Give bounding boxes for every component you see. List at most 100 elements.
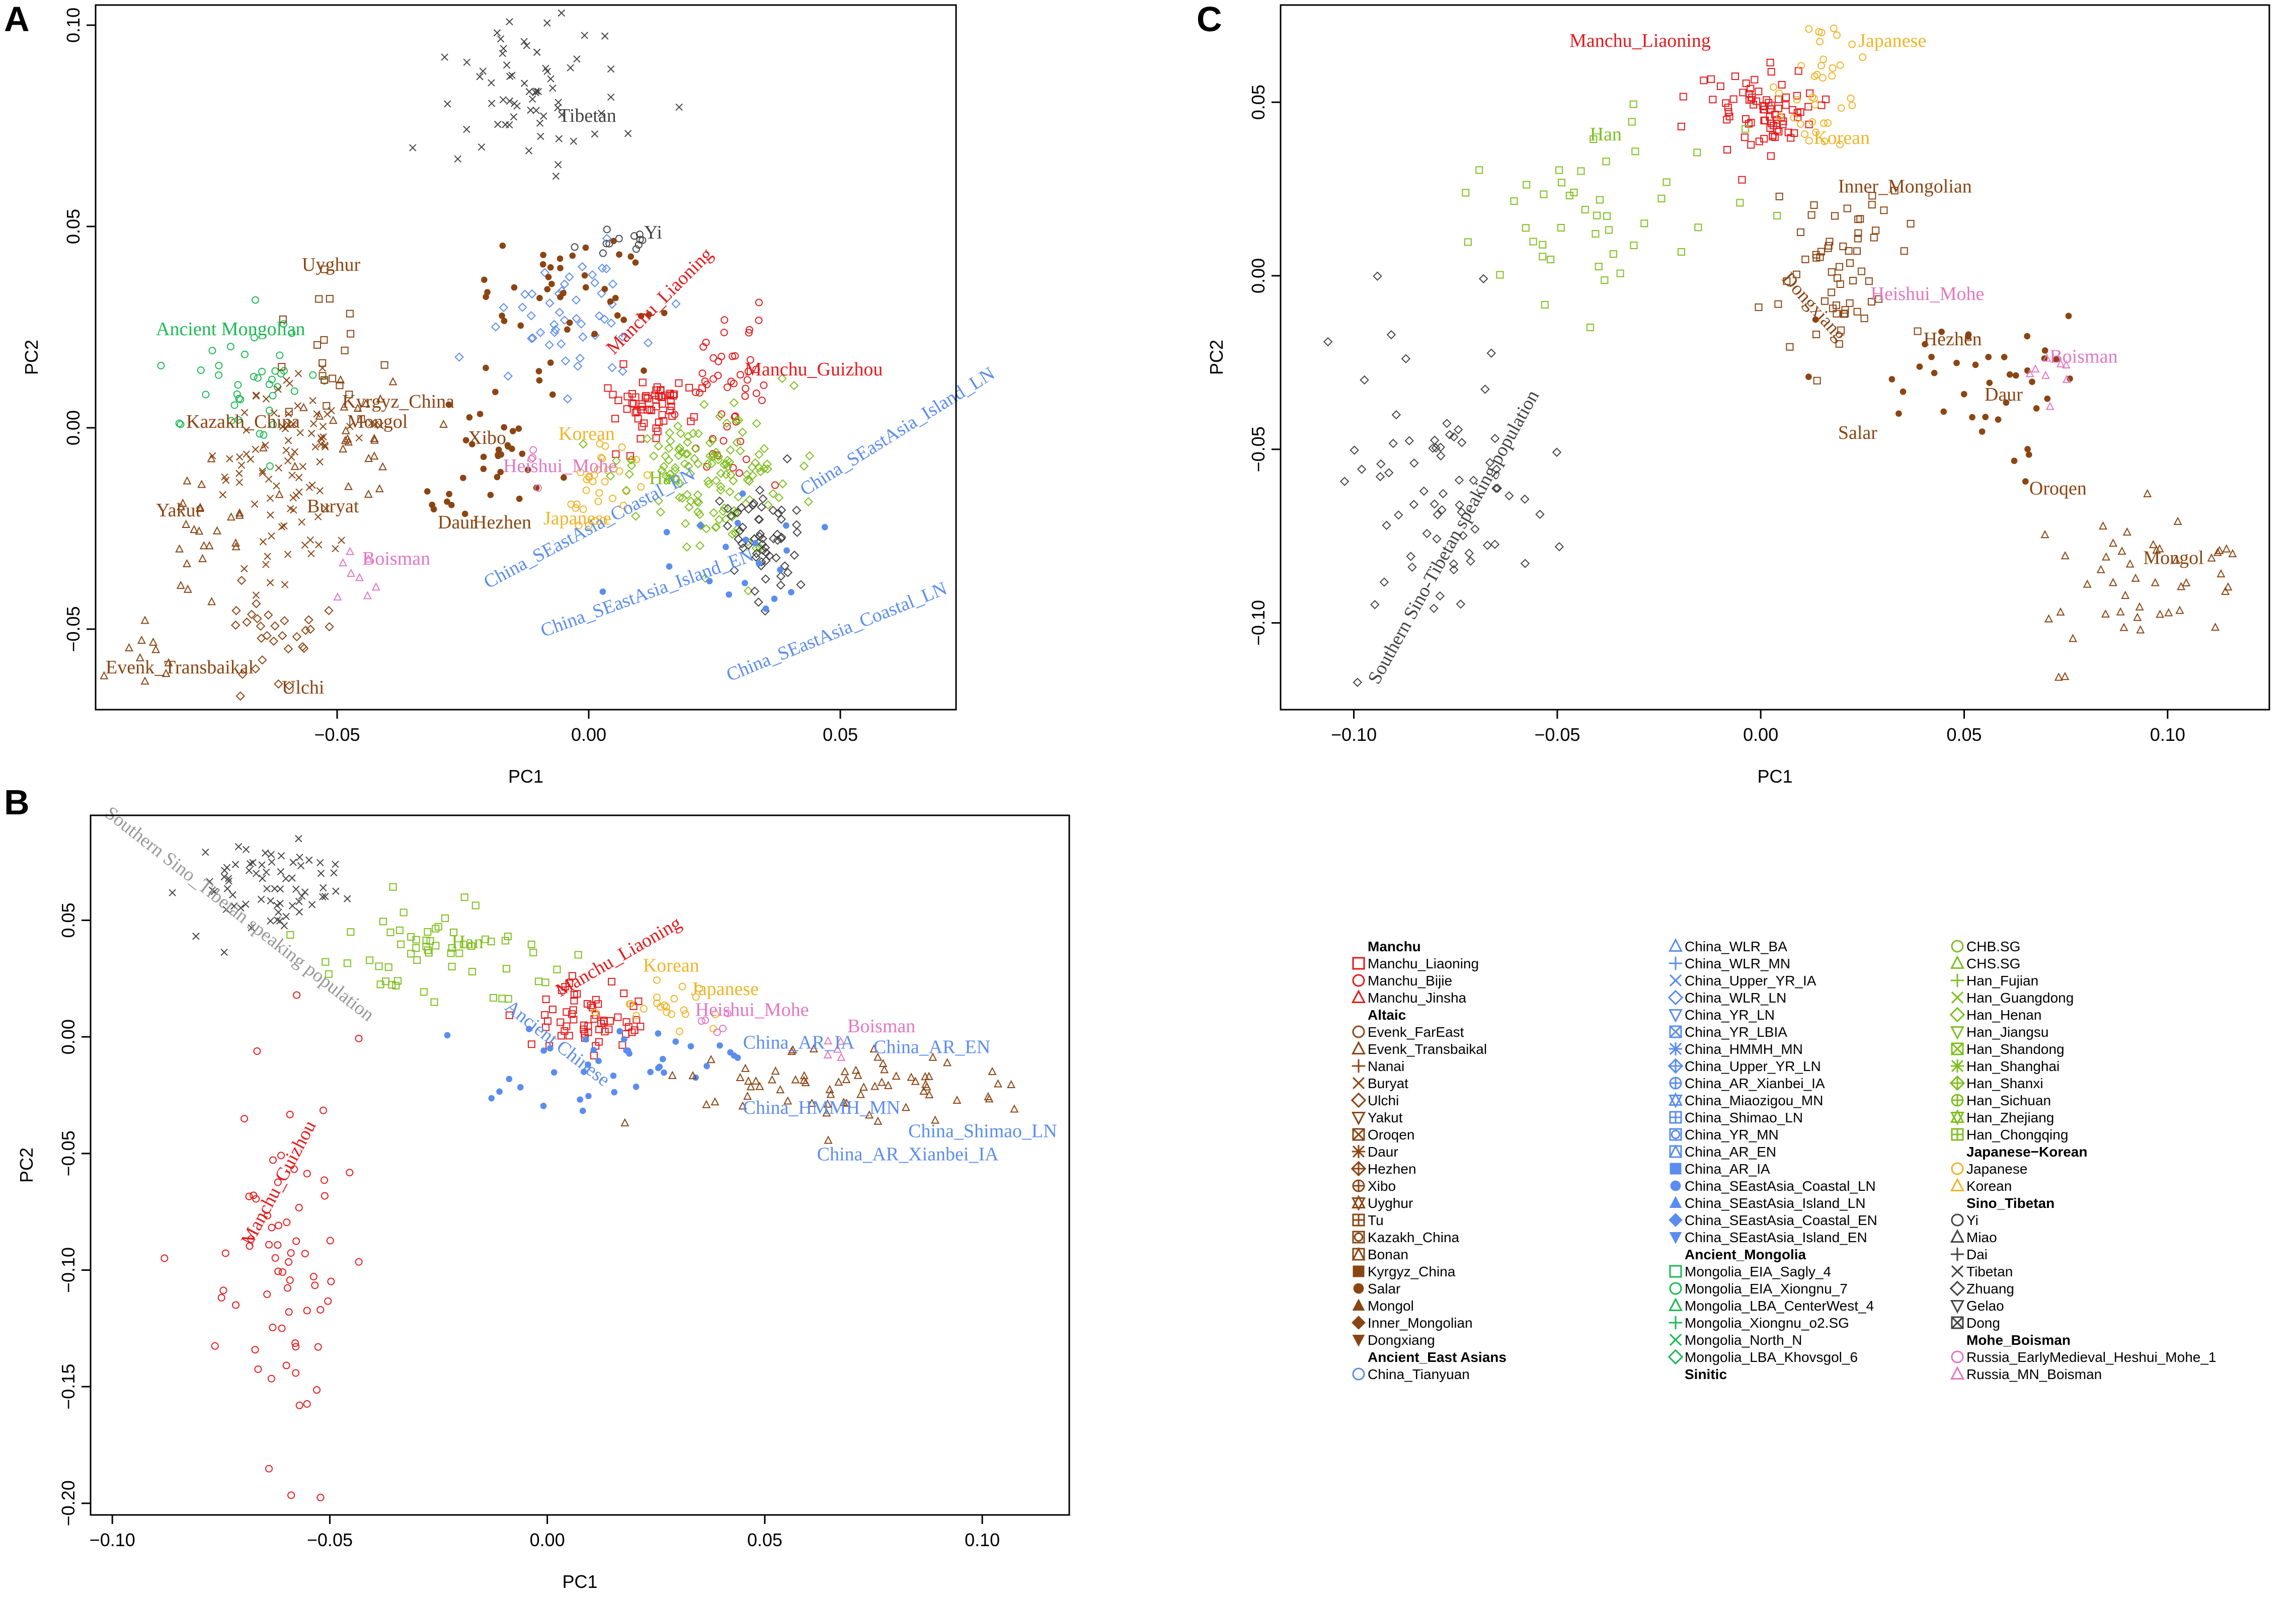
data-point: [736, 1073, 745, 1081]
data-point: [2012, 372, 2019, 379]
data-point: [729, 398, 739, 408]
data-point: [1464, 238, 1472, 246]
legend-item-label: China_WLR_BA: [1685, 939, 1787, 954]
data-point: [1449, 565, 1459, 575]
data-point: [1868, 201, 1876, 209]
data-point: [1609, 250, 1617, 258]
data-point: [202, 848, 209, 856]
data-point: [711, 522, 721, 532]
data-point: [298, 892, 306, 900]
data-point: [1834, 274, 1842, 282]
data-point: [381, 977, 389, 985]
data-point: [1853, 308, 1861, 316]
legend-item-label: Kyrgyz_China: [1368, 1264, 1456, 1279]
data-point: [599, 517, 607, 525]
data-point: [637, 406, 645, 414]
y-tick-label: 0.00: [63, 410, 84, 445]
legend-marker: [1951, 940, 1964, 953]
legend-item-label: Han_Fujian: [1966, 973, 2038, 988]
data-point: [745, 495, 754, 505]
data-point: [723, 423, 731, 431]
data-point: [303, 1307, 311, 1315]
legend-marker: [1950, 1247, 1964, 1261]
population-label: Kazakh_China: [186, 411, 300, 432]
data-point: [441, 53, 448, 61]
data-point: [303, 1170, 311, 1178]
data-point: [338, 537, 345, 544]
data-point: [594, 466, 602, 474]
data-point: [316, 859, 324, 867]
data-point: [355, 434, 363, 442]
data-point: [705, 451, 715, 461]
data-point: [783, 568, 793, 577]
data-point: [501, 424, 508, 431]
data-point: [541, 1011, 549, 1019]
data-point: [320, 336, 328, 344]
data-point: [616, 251, 622, 258]
data-point: [557, 1018, 565, 1026]
data-point: [1437, 505, 1447, 515]
data-point: [1895, 410, 1902, 417]
data-point: [1436, 442, 1446, 452]
data-point: [366, 956, 374, 964]
data-point: [985, 1094, 994, 1103]
data-point: [339, 444, 348, 453]
data-point: [100, 671, 109, 679]
y-tick-label: 0.05: [1248, 85, 1269, 120]
data-point: [2151, 578, 2160, 586]
data-point: [294, 402, 301, 410]
data-point: [865, 1110, 874, 1119]
data-point: [1899, 388, 1907, 395]
data-point: [1805, 373, 1812, 380]
data-point: [182, 519, 191, 528]
data-point: [245, 867, 253, 874]
data-point: [539, 261, 546, 268]
legend-item-label: China_AR_IA: [1685, 1161, 1770, 1177]
data-point: [870, 1082, 880, 1090]
population-label: Heishui_Mohe: [503, 455, 617, 477]
data-point: [652, 396, 660, 404]
data-point: [1007, 1080, 1016, 1089]
data-point: [340, 402, 349, 411]
data-point: [1766, 124, 1774, 132]
data-point: [286, 931, 294, 939]
y-axis-label: PC2: [1206, 340, 1227, 375]
data-point: [425, 949, 433, 957]
data-point: [713, 1028, 721, 1036]
data-point: [782, 522, 789, 529]
legend-marker: [1668, 1298, 1683, 1312]
data-point: [278, 523, 286, 530]
data-point: [1010, 1104, 1019, 1113]
data-point: [607, 298, 614, 305]
data-point: [2025, 369, 2034, 377]
legend-marker: [1669, 1025, 1682, 1038]
data-point: [273, 916, 281, 924]
data-point: [301, 888, 309, 896]
data-point: [2056, 359, 2065, 367]
data-point: [2044, 395, 2051, 402]
data-point: [607, 363, 617, 372]
x-tick-label: −0.10: [1331, 724, 1377, 745]
data-point: [1445, 430, 1455, 439]
data-point: [2216, 569, 2226, 578]
data-point: [1836, 263, 1844, 271]
data-point: [826, 1090, 835, 1098]
population-label: Ulchi: [282, 677, 324, 698]
data-point: [726, 445, 735, 455]
data-point: [266, 494, 274, 502]
data-point: [1880, 206, 1888, 214]
data-point: [670, 995, 678, 1003]
data-point: [223, 864, 231, 872]
legend-marker: [1951, 1213, 1964, 1227]
data-point: [263, 885, 271, 893]
data-point: [578, 262, 587, 272]
data-point: [544, 340, 554, 350]
data-point: [752, 419, 761, 428]
data-point: [1824, 119, 1832, 127]
legend-marker: [1352, 1059, 1366, 1073]
data-point: [505, 1011, 513, 1019]
data-point: [735, 526, 745, 536]
data-point: [197, 366, 205, 374]
data-point: [1373, 271, 1382, 281]
data-point: [599, 249, 607, 257]
